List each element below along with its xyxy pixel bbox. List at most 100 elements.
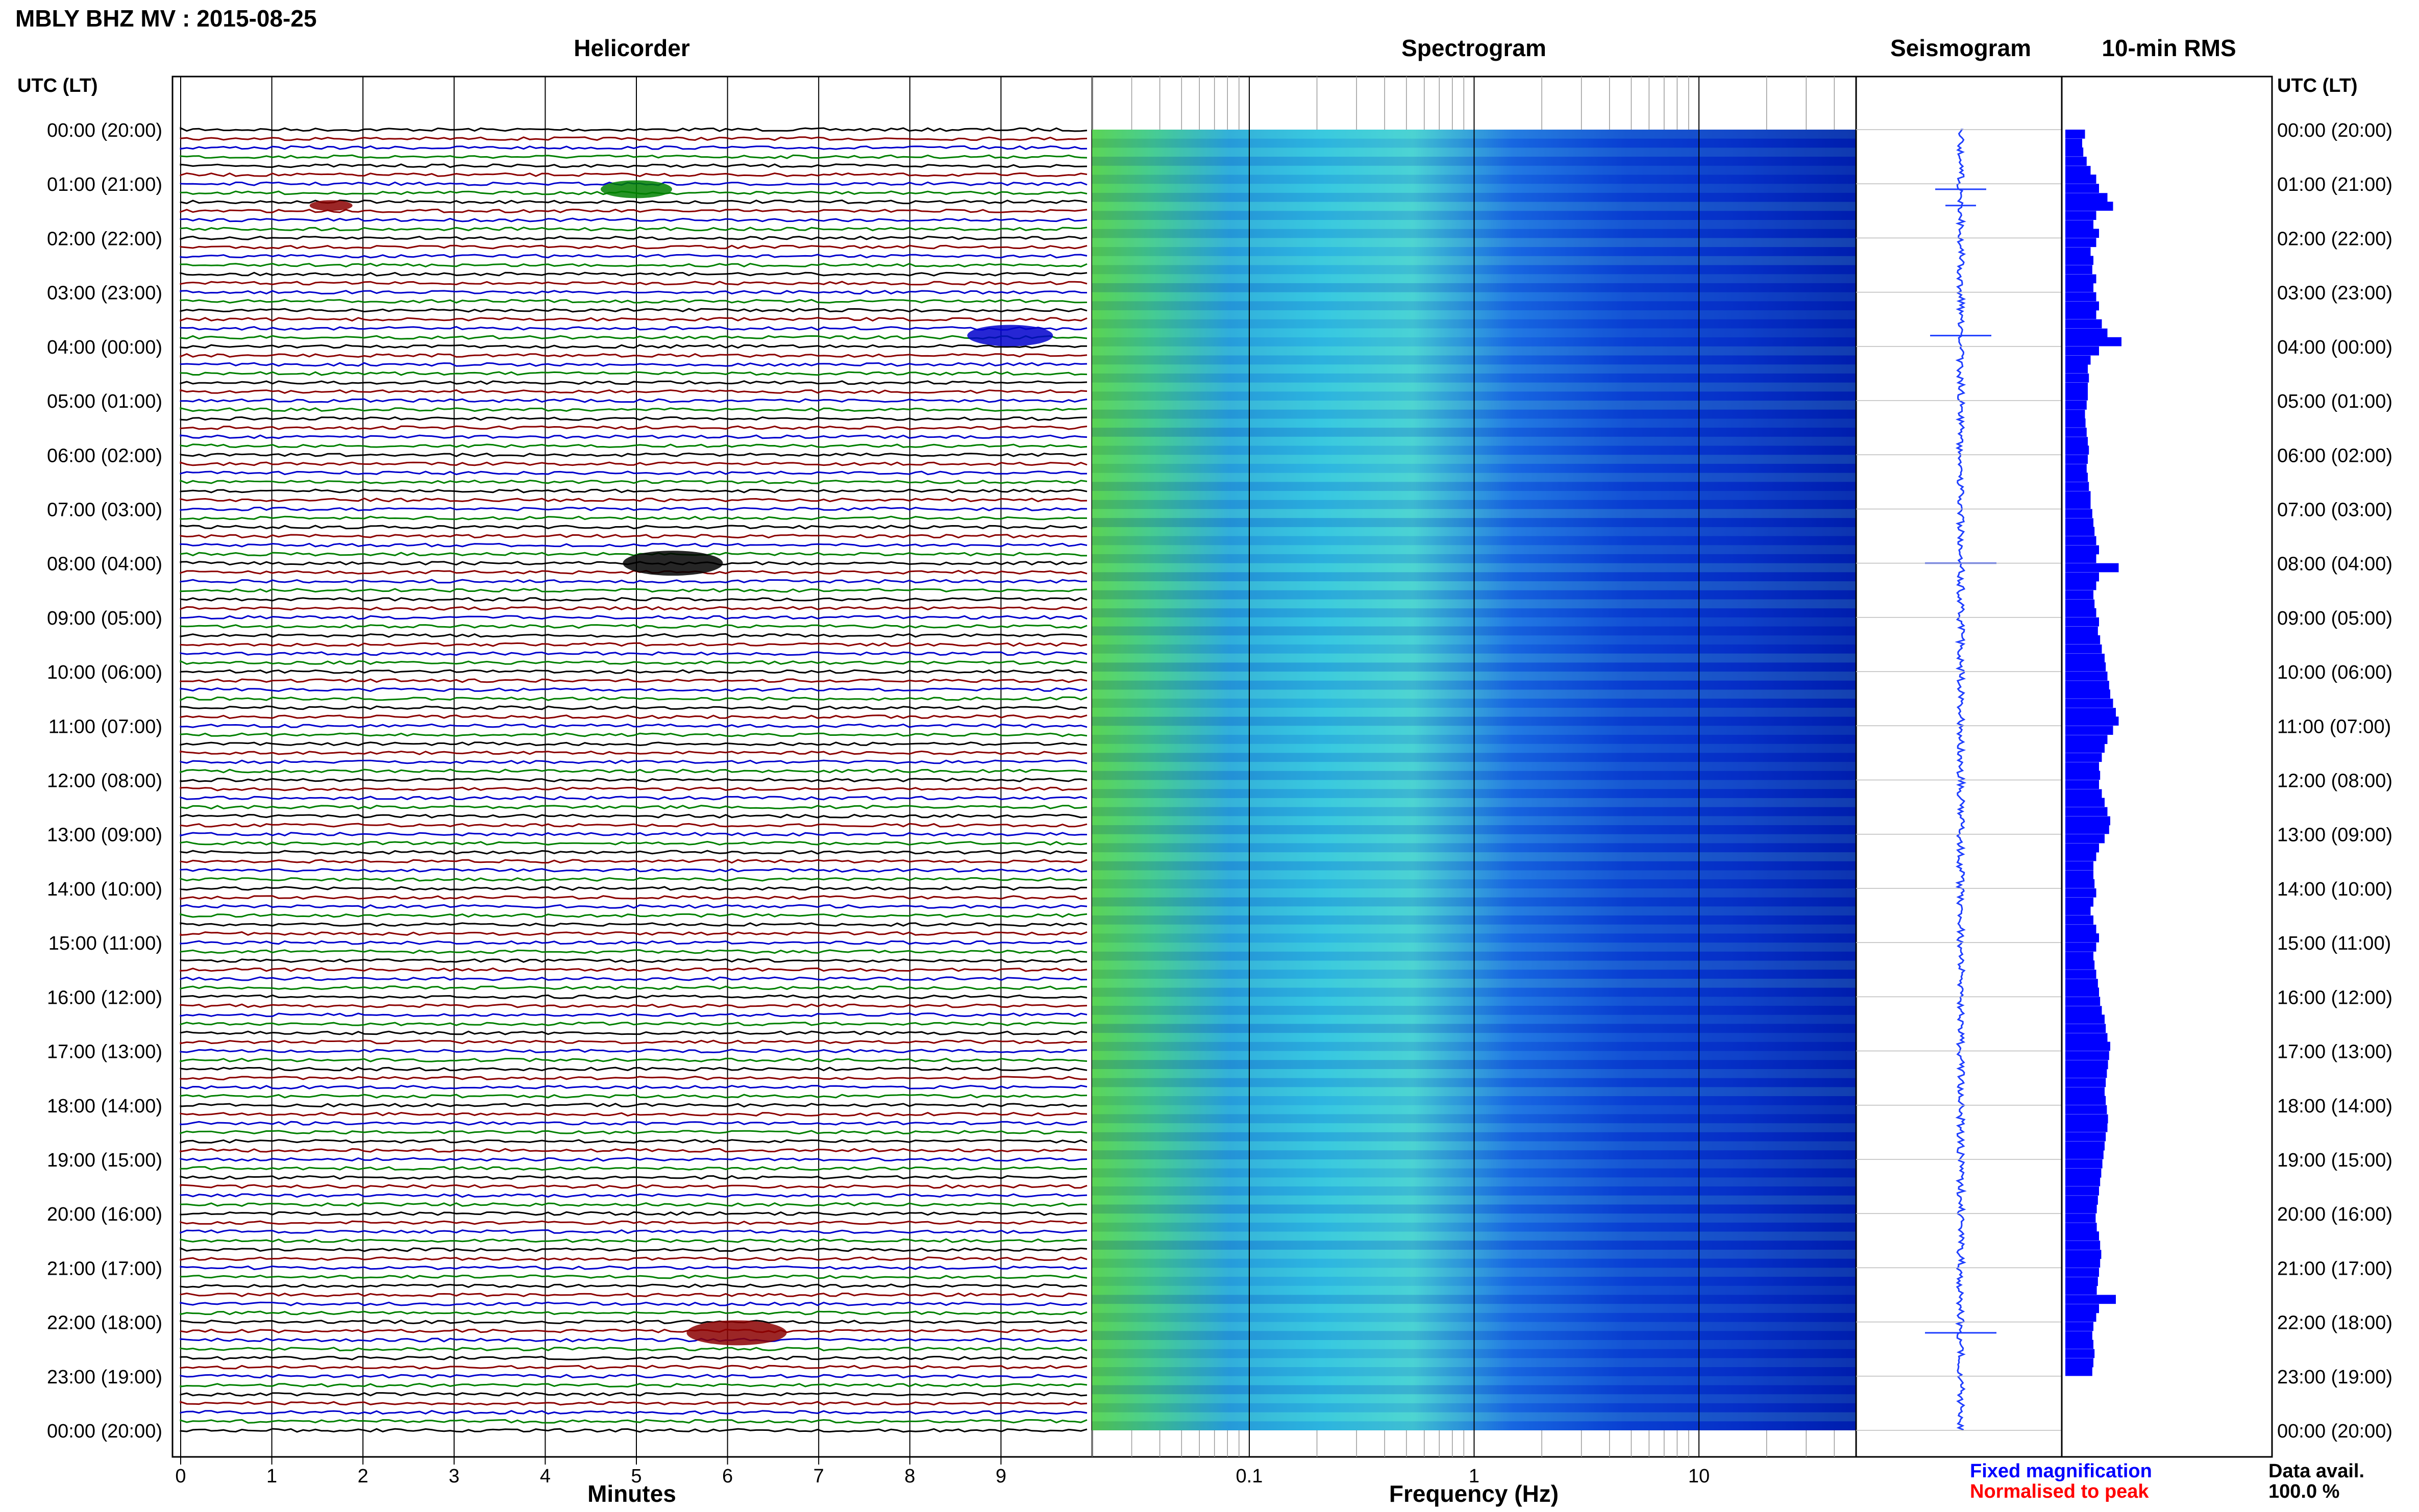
helicorder-trace bbox=[180, 1121, 1088, 1126]
time-label-left: 20:00 (16:00) bbox=[47, 1204, 162, 1225]
helicorder-trace bbox=[180, 271, 1088, 277]
rms-bar bbox=[2065, 979, 2098, 988]
rms-bar bbox=[2065, 401, 2087, 410]
helicorder-trace bbox=[180, 1084, 1088, 1089]
rms-bar bbox=[2065, 960, 2095, 970]
rms-bar bbox=[2065, 1169, 2102, 1178]
rms-bar bbox=[2065, 175, 2096, 184]
rms-bar bbox=[2065, 563, 2119, 573]
helicorder-trace bbox=[180, 642, 1088, 647]
rms-bar bbox=[2065, 987, 2099, 997]
helicorder-trace bbox=[180, 913, 1088, 918]
legend-fixed-magnification: Fixed magnification bbox=[1970, 1460, 2152, 1482]
minute-tick-label: 8 bbox=[904, 1466, 915, 1487]
rms-bar bbox=[2065, 1340, 2093, 1349]
time-label-right: 09:00 (05:00) bbox=[2277, 608, 2392, 629]
rms-bar bbox=[2065, 1150, 2104, 1159]
rms-panel bbox=[2061, 76, 2273, 1458]
helicorder-trace bbox=[180, 317, 1088, 322]
rms-bar bbox=[2065, 337, 2121, 346]
rms-bar bbox=[2065, 1105, 2107, 1114]
minute-tick-label: 0 bbox=[175, 1466, 186, 1487]
helicorder-trace bbox=[180, 1265, 1088, 1270]
helicorder-trace bbox=[180, 840, 1088, 846]
minute-tick-label: 6 bbox=[722, 1466, 733, 1487]
helicorder-trace bbox=[180, 1401, 1088, 1406]
helicorder-trace bbox=[180, 687, 1088, 692]
helicorder-trace bbox=[180, 1229, 1088, 1234]
rms-bar bbox=[2065, 1196, 2098, 1205]
rms-bar bbox=[2065, 382, 2088, 392]
helicorder-trace bbox=[180, 1094, 1088, 1099]
helicorder-event bbox=[309, 200, 353, 211]
helicorder-event bbox=[967, 325, 1053, 346]
time-label-right: 06:00 (02:00) bbox=[2277, 445, 2392, 466]
spectrogram-title: Spectrogram bbox=[1401, 35, 1546, 61]
helicorder-trace bbox=[180, 714, 1088, 720]
helicorder-trace bbox=[180, 904, 1088, 909]
time-label-right: 03:00 (23:00) bbox=[2277, 283, 2392, 304]
rms-bar bbox=[2065, 762, 2099, 772]
helicorder-trace bbox=[180, 588, 1088, 593]
rms-bar bbox=[2065, 319, 2102, 329]
time-label-right: 13:00 (09:00) bbox=[2277, 825, 2392, 846]
helicorder-trace bbox=[180, 759, 1088, 764]
rms-bar bbox=[2065, 716, 2119, 726]
helicorder-trace bbox=[180, 235, 1088, 240]
rms-bar bbox=[2065, 608, 2096, 617]
helicorder-trace bbox=[180, 777, 1088, 783]
rms-bar bbox=[2065, 870, 2093, 880]
rms-bar bbox=[2065, 500, 2091, 509]
time-label-right: 00:00 (20:00) bbox=[2277, 120, 2392, 141]
helicorder-trace bbox=[180, 154, 1088, 159]
utc-label-left: UTC (LT) bbox=[17, 75, 98, 96]
helicorder-trace bbox=[180, 813, 1088, 819]
rms-bar bbox=[2065, 274, 2096, 284]
rms-bar bbox=[2065, 1078, 2106, 1087]
helicorder-trace bbox=[180, 1292, 1088, 1297]
helicorder-trace bbox=[180, 498, 1088, 503]
minute-tick-label: 4 bbox=[540, 1466, 551, 1487]
seismogram-trace bbox=[1955, 129, 1967, 1431]
rms-bar bbox=[2065, 147, 2084, 157]
helicorder-trace bbox=[180, 705, 1088, 710]
helicorder-trace bbox=[180, 227, 1088, 232]
rms-bar bbox=[2065, 437, 2088, 446]
helicorder-trace bbox=[180, 1076, 1088, 1081]
helicorder-trace bbox=[180, 1148, 1088, 1153]
station-title: MBLY BHZ MV : 2015-08-25 bbox=[15, 5, 317, 32]
rms-bar bbox=[2065, 699, 2113, 708]
helicorder-title: Helicorder bbox=[574, 35, 690, 61]
rms-bar bbox=[2065, 1258, 2101, 1268]
helicorder-trace bbox=[180, 1328, 1088, 1333]
rms-bar bbox=[2065, 933, 2099, 943]
rms-bar bbox=[2065, 247, 2091, 257]
rms-bar bbox=[2065, 346, 2099, 356]
helicorder-trace bbox=[180, 416, 1088, 421]
helicorder-trace bbox=[180, 344, 1088, 349]
rms-bar bbox=[2065, 798, 2105, 807]
rms-bar bbox=[2065, 1141, 2105, 1151]
helicorder-trace bbox=[180, 479, 1088, 484]
helicorder-trace bbox=[180, 949, 1088, 954]
minute-tick-label: 3 bbox=[449, 1466, 459, 1487]
helicorder-trace bbox=[180, 823, 1088, 828]
rms-bar bbox=[2065, 1024, 2106, 1033]
rms-bar bbox=[2065, 1250, 2102, 1259]
time-label-right: 21:00 (17:00) bbox=[2277, 1258, 2392, 1279]
helicorder-trace bbox=[180, 1247, 1088, 1252]
seismogram-title: Seismogram bbox=[1890, 35, 2031, 61]
rms-bar bbox=[2065, 428, 2087, 437]
helicorder-trace bbox=[180, 172, 1088, 177]
time-label-right: 11:00 (07:00) bbox=[2277, 716, 2391, 737]
rms-bar bbox=[2065, 473, 2088, 482]
helicorder-trace bbox=[180, 633, 1088, 638]
rms-bar bbox=[2065, 445, 2089, 455]
time-label-left: 12:00 (08:00) bbox=[47, 771, 162, 792]
rms-bar bbox=[2065, 1322, 2093, 1331]
minutes-axis-label: Minutes bbox=[587, 1480, 676, 1507]
helicorder-trace bbox=[180, 796, 1088, 801]
time-label-left: 11:00 (07:00) bbox=[48, 716, 162, 737]
rms-bar bbox=[2065, 1277, 2098, 1286]
